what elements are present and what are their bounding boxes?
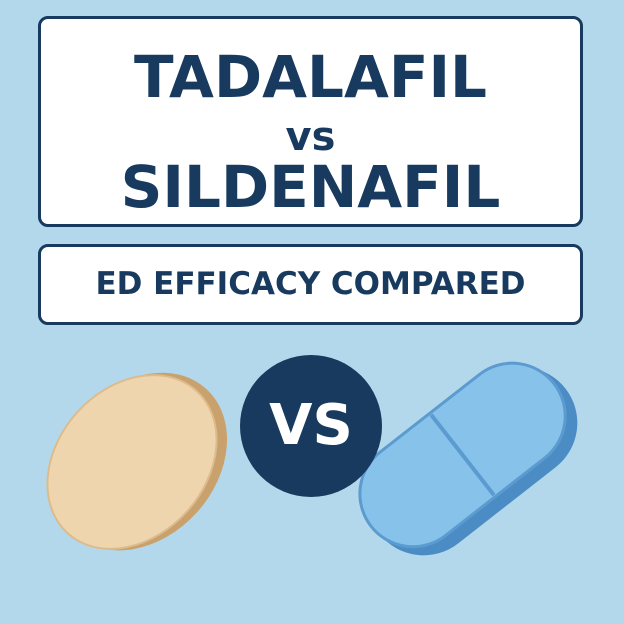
tan-pill-icon [46, 372, 228, 551]
subtitle-box: ED EFFICACY COMPARED [38, 244, 583, 325]
vs-badge: VS [240, 355, 382, 497]
title-box: TADALAFIL vs SILDENAFIL [38, 16, 583, 227]
subtitle: ED EFFICACY COMPARED [95, 266, 526, 302]
title-tadalafil: TADALAFIL [134, 43, 487, 111]
title-sildenafil: SILDENAFIL [120, 153, 501, 221]
blue-capsule-icon [358, 361, 578, 556]
title-vs: vs [285, 114, 336, 160]
